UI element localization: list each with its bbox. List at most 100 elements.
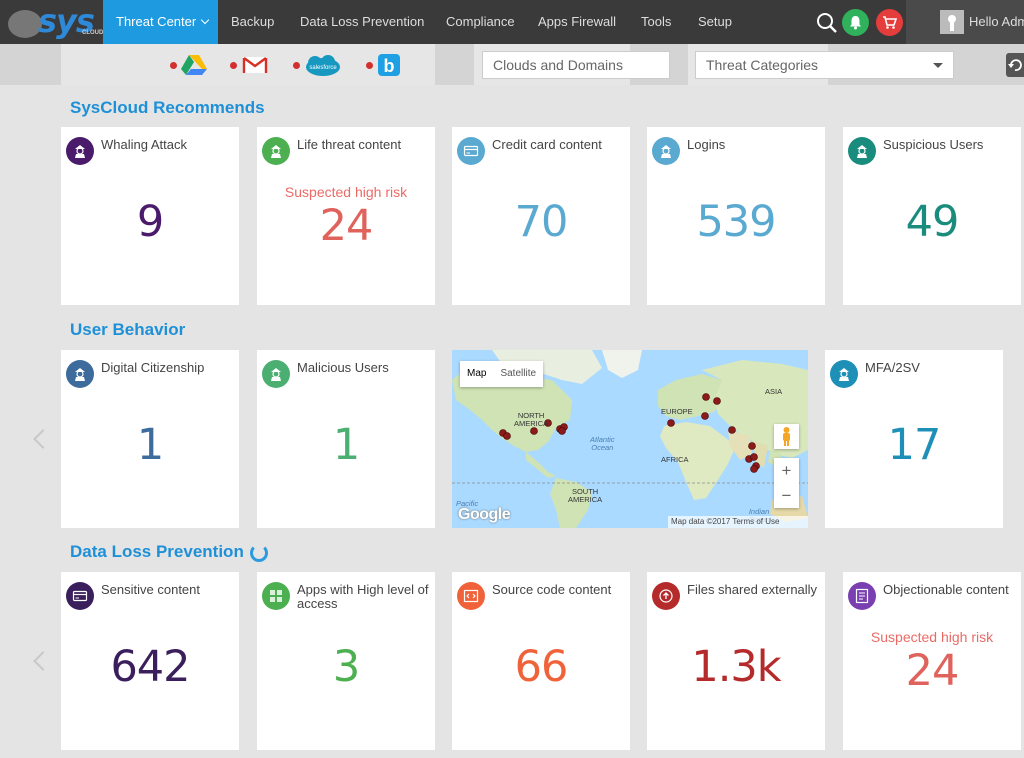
metric-card-digital-citizenship[interactable]: Digital Citizenship 1	[61, 350, 239, 528]
map-marker[interactable]	[558, 427, 566, 435]
threat-categories-select[interactable]: Threat Categories	[695, 51, 954, 79]
hacker-icon	[262, 360, 290, 388]
cart-icon	[883, 16, 898, 29]
chevron-down-icon	[200, 15, 210, 25]
hacker-icon	[652, 137, 680, 165]
metric-card-whaling-attack[interactable]: Whaling Attack 9	[61, 127, 239, 305]
gmail-filter[interactable]	[230, 54, 272, 76]
chevron-left-icon[interactable]	[33, 429, 53, 449]
metric-card-apps-with-high-level-of-access[interactable]: Apps with High level of access 3	[257, 572, 435, 750]
notifications-button[interactable]	[842, 9, 869, 36]
metric-card-files-shared-externally[interactable]: Files shared externally 1.3k	[647, 572, 825, 750]
clouds-domains-select[interactable]: Clouds and Domains	[482, 51, 670, 79]
nav-apps-firewall[interactable]: Apps Firewall	[538, 14, 617, 29]
avatar	[940, 10, 964, 34]
metric-card-value: 17	[887, 420, 942, 470]
metric-card-title: Digital Citizenship	[101, 360, 205, 375]
map-marker[interactable]	[748, 442, 756, 450]
chevron-left-icon[interactable]	[33, 651, 53, 671]
map-marker[interactable]	[702, 393, 710, 401]
map-marker[interactable]	[530, 427, 538, 435]
metric-card-value: 1	[332, 420, 360, 470]
code-icon	[457, 582, 485, 610]
metric-card-value: 66	[514, 642, 569, 692]
map-type-map-button[interactable]: Map	[467, 368, 487, 379]
nav-data-loss-prevention[interactable]: Data Loss Prevention	[300, 14, 425, 29]
metric-card-title: Sensitive content	[101, 582, 201, 597]
metric-card-source-code-content[interactable]: Source code content 66	[452, 572, 630, 750]
pegman-icon	[783, 427, 790, 446]
nav-threat-center[interactable]: Threat Center	[103, 0, 218, 44]
hacker-icon	[830, 360, 858, 388]
map-label-pacific: Pacific	[456, 499, 479, 508]
metric-card-objectionable-content[interactable]: Objectionable content Suspected high risk…	[843, 572, 1021, 750]
map-marker[interactable]	[503, 432, 511, 440]
map-marker[interactable]	[728, 426, 736, 434]
map-marker[interactable]	[750, 465, 758, 473]
metric-card-credit-card-content[interactable]: Credit card content 70	[452, 127, 630, 305]
street-view-button[interactable]	[774, 424, 799, 449]
share-icon	[652, 582, 680, 610]
caret-down-icon	[933, 63, 943, 68]
map-zoom-controls: + −	[774, 458, 799, 508]
filter-bar: salesforce b Clouds and Domains Threat C…	[0, 44, 1024, 85]
metric-card-title: Objectionable content	[883, 582, 1009, 597]
selected-dot-icon	[366, 62, 373, 69]
map-type-toggle: Map Satellite	[460, 361, 544, 387]
refresh-button[interactable]	[1006, 53, 1024, 77]
metric-card-subtitle: Suspected high risk	[284, 184, 408, 200]
nav-compliance[interactable]: Compliance	[446, 14, 515, 29]
box-logo-text: b	[384, 56, 395, 76]
metric-card-title: Credit card content	[492, 137, 602, 152]
metric-card-value: 1.3k	[691, 642, 781, 692]
zoom-in-button[interactable]: +	[781, 461, 792, 480]
search-icon[interactable]	[816, 12, 838, 34]
map-label-south-america: SOUTH AMERICA	[568, 487, 603, 504]
map-marker[interactable]	[544, 419, 552, 427]
metric-card-malicious-users[interactable]: Malicious Users 1	[257, 350, 435, 528]
logo-text: sys	[38, 2, 95, 40]
nav-setup[interactable]: Setup	[698, 14, 732, 29]
metric-card-sensitive-content[interactable]: Sensitive content 642	[61, 572, 239, 750]
user-icon	[948, 15, 956, 31]
top-navigation-bar: sys CLOUD Threat Center Backup Data Loss…	[0, 0, 1024, 44]
nav-tools[interactable]: Tools	[641, 14, 672, 29]
metric-card-logins[interactable]: Logins 539	[647, 127, 825, 305]
salesforce-logo-text: salesforce	[309, 65, 337, 71]
user-greeting: Hello Adm	[969, 14, 1024, 29]
hacker-icon	[66, 360, 94, 388]
user-location-map[interactable]: Map Satellite NORTH AMERICA EUROPE ASIA …	[452, 350, 808, 528]
google-drive-filter[interactable]	[170, 54, 210, 76]
cart-button[interactable]	[876, 9, 903, 36]
syscloud-logo[interactable]: sys CLOUD	[8, 2, 103, 40]
selected-dot-icon	[293, 62, 300, 69]
metric-card-title: Source code content	[492, 582, 612, 597]
metric-card-subtitle: Suspected high risk	[870, 629, 994, 645]
refresh-icon	[1008, 59, 1022, 71]
loading-spinner-icon	[250, 544, 268, 562]
nav-backup[interactable]: Backup	[231, 14, 275, 29]
salesforce-filter[interactable]: salesforce	[293, 54, 345, 76]
metric-card-life-threat-content[interactable]: Life threat content Suspected high risk 24	[257, 127, 435, 305]
box-filter[interactable]: b	[366, 54, 404, 76]
metric-card-suspicious-users[interactable]: Suspicious Users 49	[843, 127, 1021, 305]
user-menu[interactable]: Hello Adm	[906, 0, 1024, 44]
map-label-africa: AFRICA	[661, 455, 689, 464]
map-marker[interactable]	[750, 453, 758, 461]
map-label-europe: EUROPE	[661, 407, 693, 416]
map-marker[interactable]	[713, 397, 721, 405]
apps-icon	[262, 582, 290, 610]
metric-card-value: 9	[136, 197, 164, 247]
google-logo: Google	[458, 506, 511, 523]
zoom-out-button[interactable]: −	[781, 486, 792, 505]
metric-card-value: 3	[332, 642, 360, 692]
map-marker[interactable]	[701, 412, 709, 420]
metric-card-mfa-2sv[interactable]: MFA/2SV 17	[825, 350, 1003, 528]
map-marker[interactable]	[667, 419, 675, 427]
metric-card-value: 642	[110, 642, 190, 692]
map-attribution[interactable]: Map data ©2017 Terms of Use	[668, 516, 808, 528]
metric-card-title: MFA/2SV	[865, 360, 920, 375]
metric-card-title: Logins	[687, 137, 726, 152]
map-type-satellite-button[interactable]: Satellite	[500, 368, 537, 379]
map-label-atlantic-ocean: Atlantic Ocean	[590, 435, 615, 452]
